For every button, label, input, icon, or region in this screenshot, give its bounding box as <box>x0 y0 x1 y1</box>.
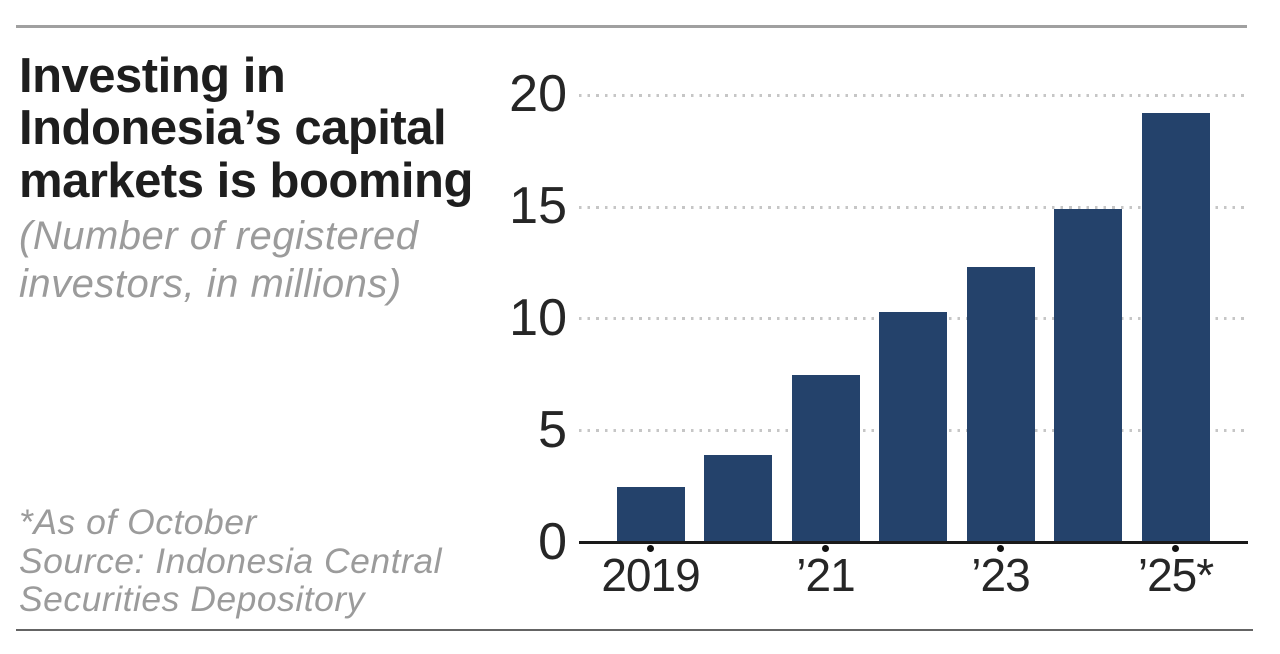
x-axis-label-2019: 2019 <box>601 549 700 601</box>
footnote-line: Securities Depository <box>19 579 365 619</box>
x-axis-label-2023: ’23 <box>971 549 1030 601</box>
x-tick-dot-2019 <box>647 544 654 552</box>
y-axis-label-10: 10 <box>509 288 567 347</box>
source-note: *As of October Source: Indonesia Central… <box>19 503 442 619</box>
chart-title: Investing in Indonesia’s capital markets… <box>19 50 473 207</box>
bar-2022 <box>879 312 947 543</box>
bar-2023 <box>966 267 1035 543</box>
chart-subtitle: (Number of registered investors, in mill… <box>19 212 419 308</box>
bar-2024 <box>1054 209 1122 543</box>
chart-subtitle-line: investors, in millions) <box>19 262 402 306</box>
chart-subtitle-line: (Number of registered <box>19 214 419 258</box>
gridline-y-15 <box>579 205 1248 209</box>
bar-2020 <box>704 455 772 543</box>
chart-title-line: Investing in <box>19 49 286 103</box>
y-axis-label-0: 0 <box>538 512 567 571</box>
x-axis-line <box>579 541 1248 545</box>
bar-2021 <box>791 374 860 543</box>
y-axis-label-5: 5 <box>538 400 567 459</box>
chart-title-line: markets is booming <box>19 153 473 208</box>
x-tick-dot-2023 <box>997 544 1004 552</box>
bottom-divider <box>16 628 1253 632</box>
x-tick-dot-2021 <box>822 544 829 552</box>
bar-2019 <box>616 486 685 543</box>
y-axis-label-15: 15 <box>509 177 567 236</box>
top-divider <box>16 24 1247 28</box>
bar-2025* <box>1141 113 1210 543</box>
chart-title-line: Indonesia’s capital <box>19 101 447 156</box>
gridline-y-20 <box>579 93 1248 97</box>
x-axis-label-2021: ’21 <box>796 549 855 601</box>
y-axis-label-20: 20 <box>509 65 567 124</box>
x-tick-dot-2025* <box>1172 544 1179 552</box>
x-axis-label-2025*: ’25* <box>1137 549 1214 601</box>
footnote-line: Source: Indonesia Central <box>19 540 442 581</box>
footnote-line: *As of October <box>19 502 257 542</box>
